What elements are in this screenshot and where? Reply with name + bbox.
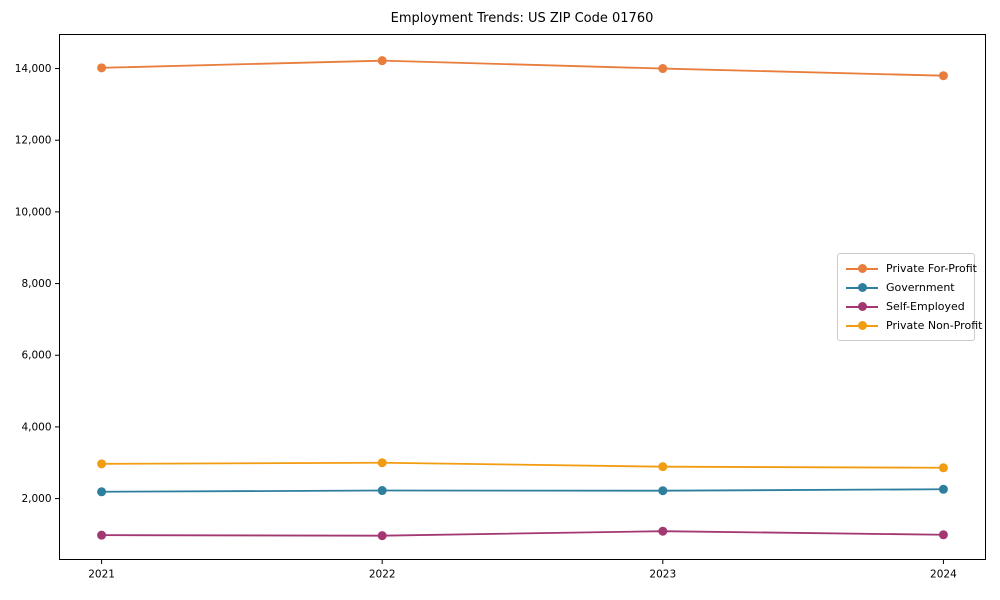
y-tick-label: 10,000 [15,206,52,218]
legend-item-private-for-profit: Private For-Profit [846,259,977,278]
legend: Private For-Profit Government Self-Employe… [837,253,982,341]
legend-item-private-non-profit: Private Non-Profit [846,316,982,335]
data-point-private-for-profit [97,63,107,73]
data-point-self-employed [938,530,948,540]
y-tick-label: 8,000 [21,278,51,290]
data-point-self-employed [97,530,107,540]
y-tick-label: 2,000 [21,493,51,505]
x-tick-label: 2024 [930,569,957,581]
chart-title: Employment Trends: US ZIP Code 01760 [390,11,654,26]
data-point-private-non-profit [938,463,948,473]
legend-label: Private For-Profit [886,262,977,275]
legend-label: Self-Employed [886,300,965,313]
y-tick-label: 6,000 [21,350,51,362]
data-point-self-employed [658,526,668,536]
x-tick-label: 2023 [649,569,676,581]
legend-line-marker-icon [846,264,878,274]
data-point-government [97,487,107,497]
series-line-self-employed [101,530,944,537]
data-point-government [377,486,387,496]
series-line-private-for-profit [101,59,944,77]
data-point-private-for-profit [938,71,948,81]
data-point-private-for-profit [658,64,668,74]
legend-line-marker-icon [846,302,878,312]
legend-label: Private Non-Profit [886,319,983,332]
data-point-private-non-profit [658,462,668,472]
y-tick-label: 4,000 [21,421,51,433]
legend-item-self-employed: Self-Employed [846,297,966,316]
legend-item-government: Government [846,278,966,297]
series-line-government [101,488,944,493]
y-tick-label: 14,000 [15,63,52,75]
legend-line-marker-icon [846,283,878,293]
x-tick-label: 2021 [88,569,115,581]
data-point-private-non-profit [377,458,387,468]
data-point-private-for-profit [377,56,387,66]
data-point-private-non-profit [97,459,107,469]
legend-label: Government [886,281,955,294]
x-tick-label: 2022 [369,569,396,581]
axes-frame [59,34,986,560]
data-point-self-employed [377,531,387,541]
series-line-private-non-profit [101,461,944,469]
data-point-government [658,486,668,496]
y-tick-label: 12,000 [15,135,52,147]
legend-line-marker-icon [846,321,878,331]
data-point-government [938,484,948,494]
